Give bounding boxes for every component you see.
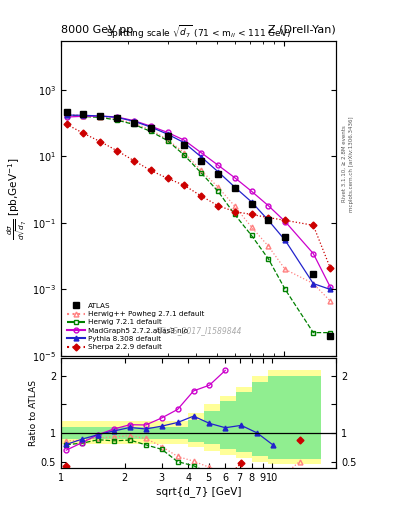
Text: mcplots.cern.ch [arXiv:1306.3436]: mcplots.cern.ch [arXiv:1306.3436] [349,116,354,211]
Y-axis label: $\frac{d\sigma}{d\sqrt{d_7}}$ [pb,GeV$^{-1}$]: $\frac{d\sigma}{d\sqrt{d_7}}$ [pb,GeV$^{… [6,157,29,240]
X-axis label: sqrt{d_7} [GeV]: sqrt{d_7} [GeV] [156,486,241,497]
Legend: ATLAS, Herwig++ Powheg 2.7.1 default, Herwig 7.2.1 default, MadGraph5 2.7.2.atla: ATLAS, Herwig++ Powheg 2.7.1 default, He… [64,301,206,352]
Y-axis label: Ratio to ATLAS: Ratio to ATLAS [29,380,38,446]
Text: 8000 GeV pp: 8000 GeV pp [61,25,133,35]
Text: ATLAS_2017_I1589844: ATLAS_2017_I1589844 [155,326,242,335]
Title: Splitting scale $\sqrt{d_7}$ (71 < m$_{ll}$ < 111 GeV): Splitting scale $\sqrt{d_7}$ (71 < m$_{l… [106,24,291,41]
Text: Z (Drell-Yan): Z (Drell-Yan) [268,25,336,35]
Text: Rivet 3.1.10, ≥ 2.8M events: Rivet 3.1.10, ≥ 2.8M events [342,125,346,202]
